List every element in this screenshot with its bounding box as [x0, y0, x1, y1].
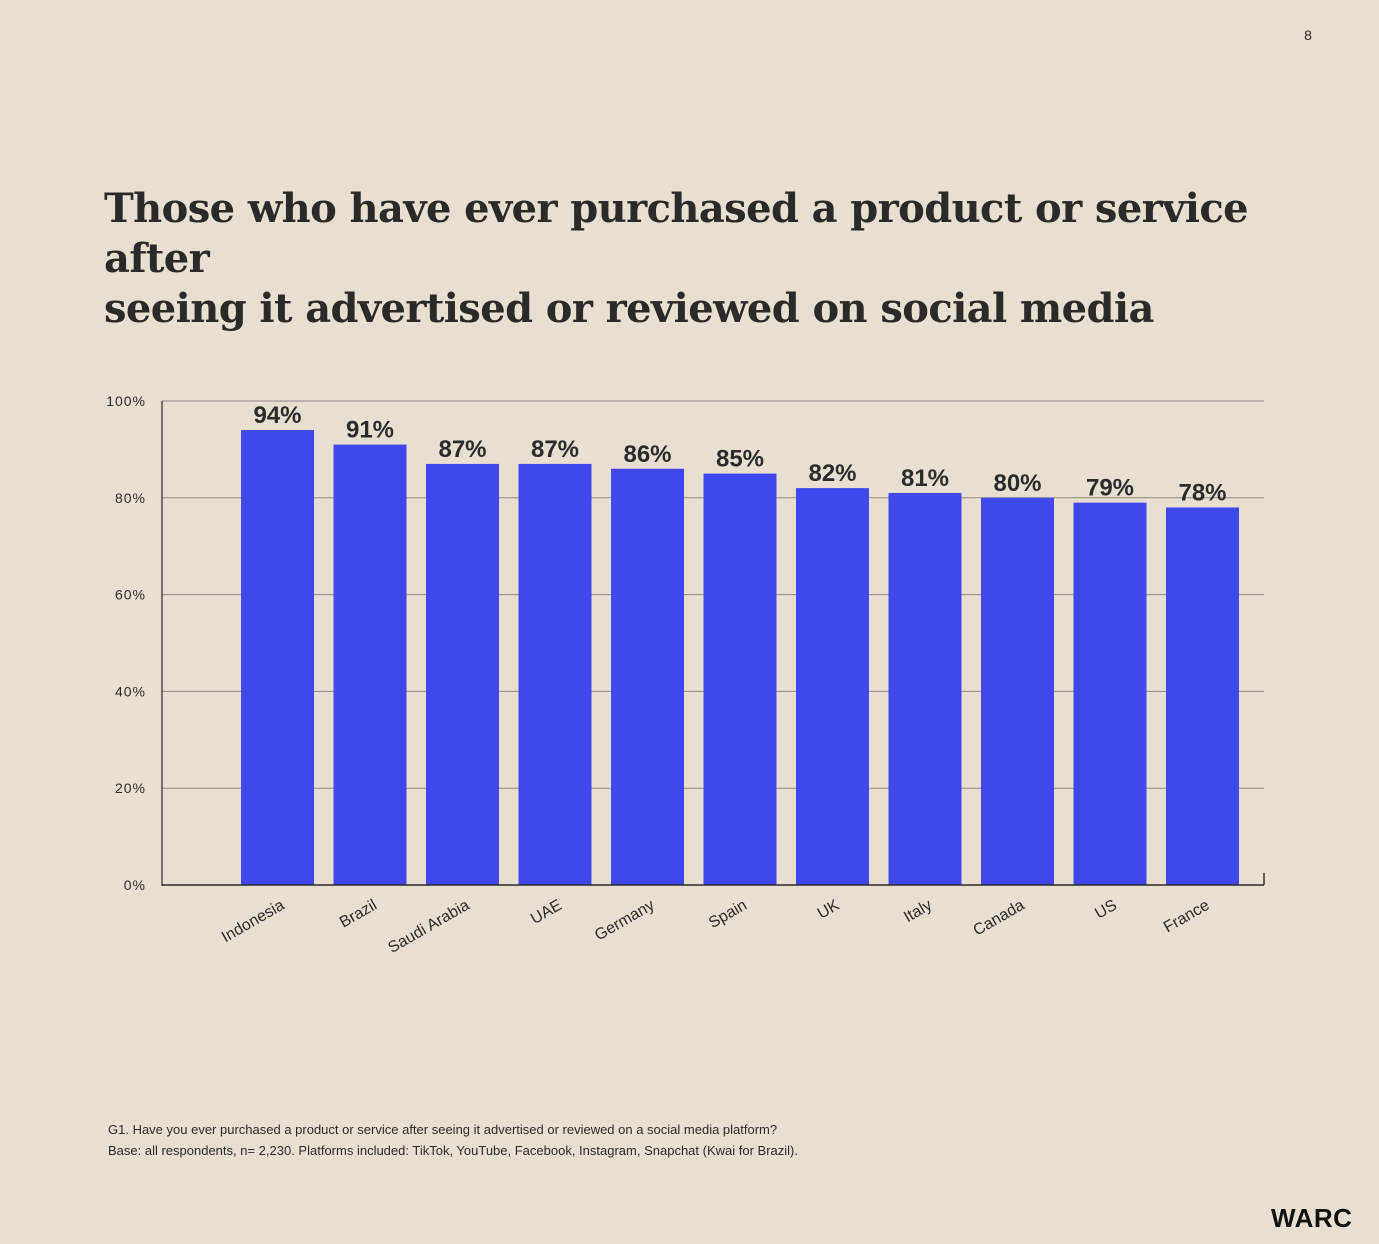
y-tick-label-40: 40%	[115, 683, 146, 699]
x-tick-label-us: US	[1092, 897, 1120, 923]
data-label-saudi-arabia: 87%	[438, 436, 486, 463]
data-label-uae: 87%	[531, 436, 579, 463]
bar-spain	[703, 473, 777, 885]
bar-germany	[611, 468, 684, 885]
bar-us	[1073, 502, 1147, 885]
chart-title-line-2: seeing it advertised or reviewed on soci…	[104, 285, 1154, 332]
bar-italy	[888, 492, 962, 885]
axes	[161, 401, 1265, 886]
x-tick-label-france: France	[1161, 897, 1213, 937]
bar-france	[1166, 507, 1239, 885]
bar-uk	[796, 488, 869, 885]
data-label-canada: 80%	[993, 470, 1041, 497]
x-tick-label-canada: Canada	[970, 897, 1027, 940]
y-axis-tick-labels: 0% 20% 40% 60% 80% 100%	[106, 393, 146, 893]
data-label-uk: 82%	[808, 460, 856, 487]
data-labels: 94% 91% 87% 87% 86% 85% 82% 81% 80% 79% 78%	[253, 402, 1226, 506]
x-tick-label-uae: UAE	[528, 897, 565, 928]
bar-saudi-arabia	[426, 463, 499, 885]
x-tick-label-brazil: Brazil	[337, 897, 380, 932]
bar-canada	[981, 497, 1054, 885]
x-tick-label-uk: UK	[815, 897, 843, 923]
bar-uae	[518, 463, 592, 885]
data-label-us: 79%	[1086, 475, 1134, 502]
data-label-brazil: 91%	[346, 417, 394, 444]
data-label-france: 78%	[1178, 479, 1226, 506]
bar-brazil	[333, 444, 407, 885]
warc-logo: WARC	[1271, 1203, 1353, 1233]
footnote-base: Base: all respondents, n= 2,230. Platfor…	[108, 1143, 798, 1158]
footnote: G1. Have you ever purchased a product or…	[108, 1119, 1008, 1161]
footnote-question: G1. Have you ever purchased a product or…	[108, 1122, 778, 1137]
x-axis-tick-labels: Indonesia Brazil Saudi Arabia UAE Germany Spa…	[219, 897, 1213, 957]
data-label-spain: 85%	[716, 446, 764, 473]
bar-indonesia	[241, 430, 314, 885]
y-tick-label-0: 0%	[124, 877, 146, 893]
y-tick-label-20: 20%	[115, 780, 146, 796]
chart-title-line-1: Those who have ever purchased a product …	[104, 185, 1249, 282]
bars	[241, 430, 1239, 885]
data-label-indonesia: 94%	[253, 402, 301, 429]
data-label-germany: 86%	[623, 441, 671, 468]
data-label-italy: 81%	[901, 465, 949, 492]
chart-title: Those who have ever purchased a product …	[104, 184, 1264, 334]
y-tick-label-80: 80%	[115, 490, 146, 506]
y-tick-label-100: 100%	[106, 393, 146, 409]
x-tick-label-saudi-arabia: Saudi Arabia	[385, 897, 472, 957]
bar-chart: 0% 20% 40% 60% 80% 100% 94% 91% 87% 87% 86% 85% 82%…	[106, 393, 1265, 957]
x-tick-label-germany: Germany	[592, 897, 657, 945]
page-number: 8	[1304, 27, 1312, 43]
x-tick-label-italy: Italy	[901, 897, 935, 926]
y-tick-label-60: 60%	[115, 587, 146, 603]
x-tick-label-spain: Spain	[706, 897, 750, 932]
x-tick-label-indonesia: Indonesia	[219, 897, 288, 946]
